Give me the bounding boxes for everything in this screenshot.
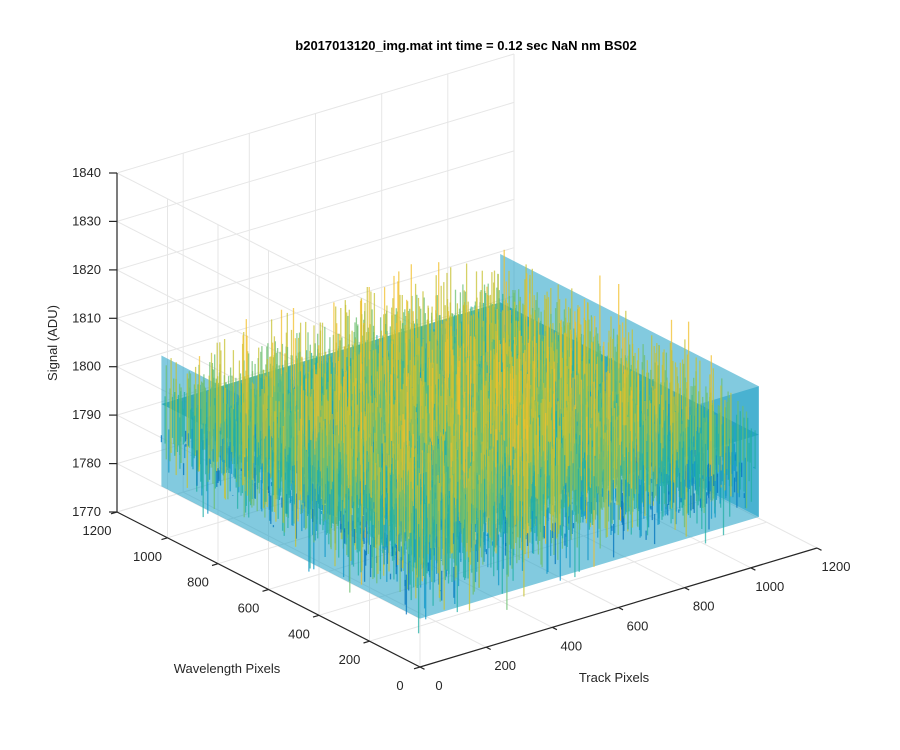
grid-line xyxy=(116,198,515,319)
grid-line xyxy=(116,150,515,271)
grid-line xyxy=(116,463,421,620)
surface xyxy=(160,249,759,634)
grid-line xyxy=(369,521,767,642)
grid-line xyxy=(116,53,515,174)
grid-line xyxy=(116,101,515,222)
chart-title: b2017013120_img.mat int time = 0.12 sec … xyxy=(295,38,636,53)
grid-line xyxy=(116,247,515,368)
